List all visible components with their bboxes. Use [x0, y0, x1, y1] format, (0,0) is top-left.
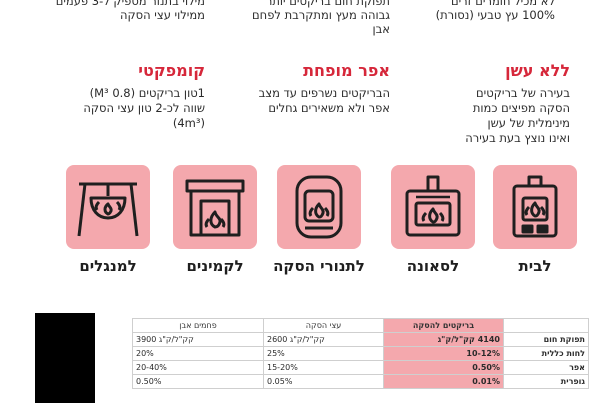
feature-fill-line: ממילוי עצי הסקה	[120, 8, 205, 22]
table-header-cell	[503, 318, 589, 333]
use-heating-stove-tile	[277, 165, 361, 249]
feature-heat-output-desc: תפוקת חום בריקטים יותר גבוהה מעץ ומתקרבת…	[215, 0, 390, 36]
table-header-cell: בריקטים להסקה	[383, 318, 504, 333]
feature-no-smoke-desc: בעירה של בריקטים הסקה מפיצים כמות מינימל…	[400, 86, 570, 146]
table-cell-firewood: 25%	[263, 346, 384, 361]
use-heating-stove-label: לתנורי הסקה	[273, 257, 365, 275]
house-stove-icon	[512, 175, 558, 238]
table-cell-coal: 3900 קק"ל/ק"ג	[132, 332, 264, 347]
use-bbq-tile	[66, 165, 150, 249]
table-header-cell: פחמים אבן	[132, 318, 264, 333]
feature-no-smoke-line: בעירה של בריקטים	[476, 86, 570, 100]
feature-compact-desc: 1טון בריקטים (0.8 M³) שווה לכ-2 טון עצי …	[25, 86, 205, 131]
feature-no-smoke-line: הסקה מפיצים כמות	[472, 101, 570, 115]
feature-fill-line: מילוי בתנור מספיק ל-3 פעמים	[55, 0, 205, 8]
use-bbq: למנגלים	[58, 165, 158, 275]
table-row: גופרית 0.01% 0.05% 0.50%	[132, 374, 589, 389]
table-cell-firewood: 0.05%	[263, 374, 384, 389]
table-cell-coal: 0.50%	[132, 374, 264, 389]
sauna-stove-icon	[405, 175, 461, 237]
feature-heat-output-line: גבוהה מעץ ומתקרבת לפחם	[252, 8, 390, 22]
feature-purity-line: 100% עץ טבעי (נסורת)	[435, 8, 555, 22]
feature-reduced-ash-desc: הבריקטים נשרפים עד מצב אפר ולא משאירים ג…	[215, 86, 390, 116]
feature-compact-line: 1טון בריקטים (0.8 M³)	[89, 86, 205, 100]
table-cell-briquettes: 0.01%	[383, 374, 504, 389]
feature-compact-title: קומפקטי	[138, 61, 205, 80]
feature-purity-line: לא מכיל חומרים זרים	[450, 0, 555, 8]
feature-reduced-ash: אפר מופחת הבריקטים נשרפים עד מצב אפר ולא…	[215, 62, 390, 116]
use-home-tile	[493, 165, 577, 249]
feature-heat-output-line: אבן	[372, 22, 390, 36]
table-row-label: אפר	[503, 360, 589, 375]
table-cell-briquettes: 0.50%	[383, 360, 504, 375]
table-row-label: גופרית	[503, 374, 589, 389]
bbq-grill-icon	[77, 182, 139, 237]
feature-heat-output: תפוקת חום בריקטים יותר גבוהה מעץ ומתקרבת…	[215, 0, 390, 36]
use-home-label: לבית	[518, 257, 552, 275]
feature-no-smoke-line: ואינו נוצץ בעת בעירה	[465, 131, 570, 145]
feature-no-smoke-title: ללא עשן	[505, 61, 570, 80]
use-fireplace: לקמינים	[170, 165, 260, 275]
feature-reduced-ash-line: אפר ולא משאירים גחלים	[268, 101, 390, 115]
use-sauna: לסאונה	[383, 165, 483, 275]
table-row: אפר 0.50% 15-20% 20-40%	[132, 360, 589, 375]
table-header-cell: עצי הסקה	[263, 318, 384, 333]
use-bbq-label: למנגלים	[79, 257, 137, 275]
feature-no-smoke-line: מינימלית של עשן	[487, 116, 570, 130]
feature-heat-output-line: תפוקת חום בריקטים יותר	[265, 0, 390, 8]
table-header-row: בריקטים להסקה עצי הסקה פחמים אבן	[132, 318, 589, 333]
feature-fill-desc: מילוי בתנור מספיק ל-3 פעמים ממילוי עצי ה…	[5, 0, 205, 22]
use-heating-stove: לתנורי הסקה	[260, 165, 378, 275]
use-sauna-label: לסאונה	[406, 257, 460, 275]
table-cell-coal: 20-40%	[132, 360, 264, 375]
heating-stove-icon	[295, 175, 343, 239]
use-home: לבית	[490, 165, 580, 275]
table-cell-briquettes: 10-12%	[383, 346, 504, 361]
table-row-label: לחות כללית	[503, 346, 589, 361]
feature-reduced-ash-title: אפר מופחת	[303, 61, 390, 80]
comparison-table: בריקטים להסקה עצי הסקה פחמים אבן תפוקת ח…	[132, 318, 589, 389]
feature-purity: לא מכיל חומרים זרים 100% עץ טבעי (נסורת)	[380, 0, 555, 22]
feature-fill: מילוי בתנור מספיק ל-3 פעמים ממילוי עצי ה…	[5, 0, 205, 22]
table-cell-firewood: 2600 קק"ל/ק"ג	[263, 332, 384, 347]
table-cell-coal: 20%	[132, 346, 264, 361]
feature-no-smoke: ללא עשן בעירה של בריקטים הסקה מפיצים כמו…	[400, 62, 570, 146]
table-cell-briquettes: 4140 קק"ל/ק"ג	[383, 332, 504, 347]
table-cell-firewood: 15-20%	[263, 360, 384, 375]
feature-compact-line: שווה לכ-2 טון עצי הסקה	[83, 101, 205, 115]
use-sauna-tile	[391, 165, 475, 249]
table-row: לחות כללית 10-12% 25% 20%	[132, 346, 589, 361]
use-fireplace-tile	[173, 165, 257, 249]
redacted-block	[35, 313, 95, 403]
table-row: תפוקת חום 4140 קק"ל/ק"ג 2600 קק"ל/ק"ג 39…	[132, 332, 589, 347]
feature-compact-line: (4m³)	[172, 116, 205, 130]
feature-reduced-ash-line: הבריקטים נשרפים עד מצב	[258, 86, 390, 100]
use-fireplace-label: לקמינים	[186, 257, 244, 275]
feature-compact: קומפקטי 1טון בריקטים (0.8 M³) שווה לכ-2 …	[25, 62, 205, 131]
feature-purity-desc: לא מכיל חומרים זרים 100% עץ טבעי (נסורת)	[380, 0, 555, 22]
fireplace-icon	[185, 179, 245, 237]
table-row-label: תפוקת חום	[503, 332, 589, 347]
